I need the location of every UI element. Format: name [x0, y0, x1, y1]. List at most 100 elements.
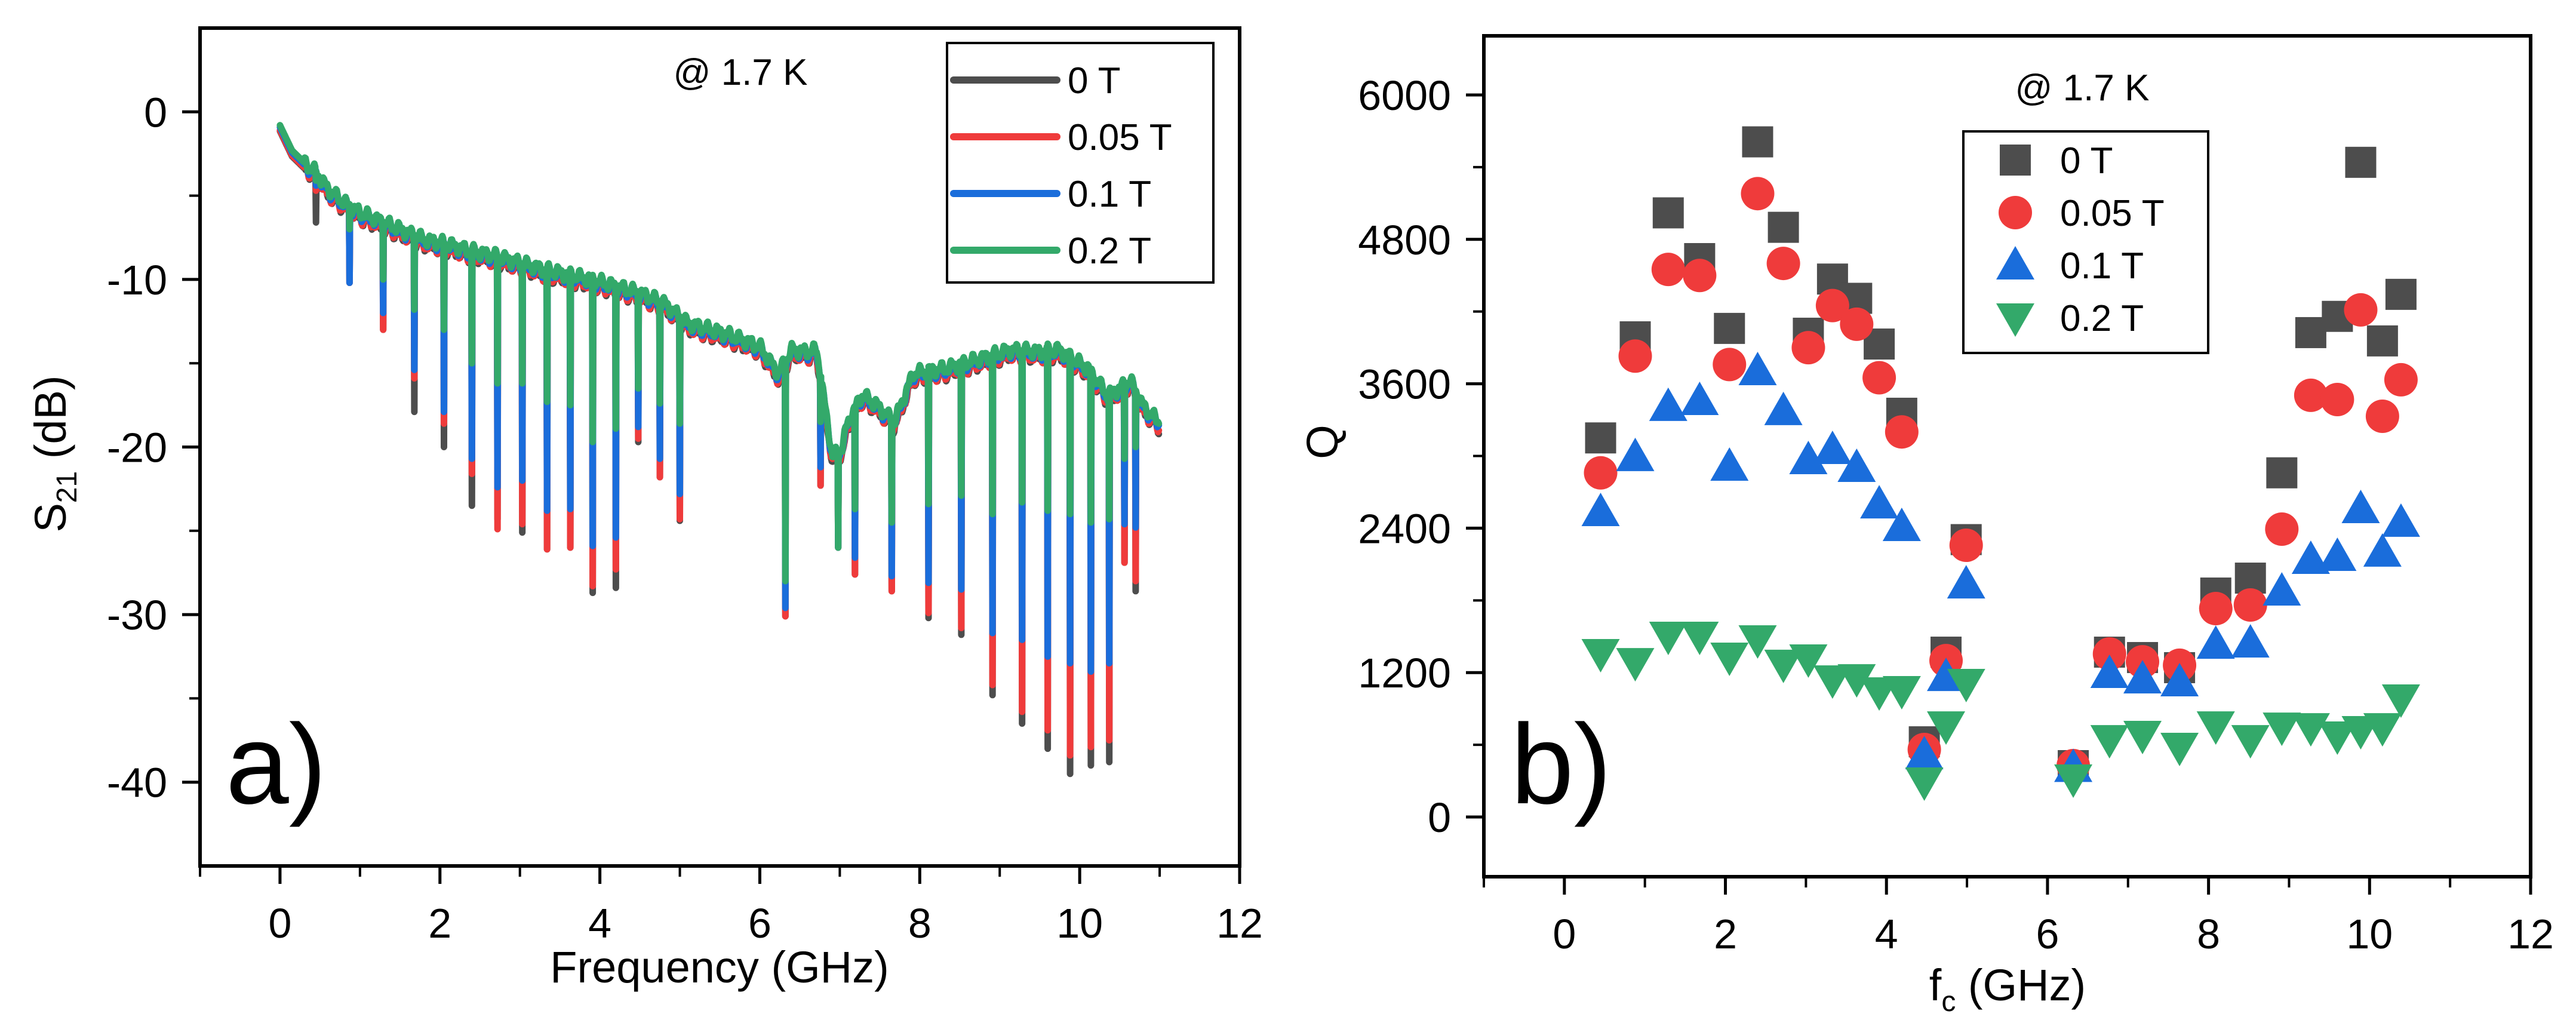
data-point-square: [2366, 325, 2398, 357]
data-point-triangle-up: [2363, 533, 2402, 567]
data-point-circle: [1618, 339, 1652, 373]
x-tick-label: 4: [1875, 911, 1898, 957]
y-tick-label: -20: [107, 425, 167, 471]
x-axis-title-unit: (GHz): [1956, 960, 2086, 1010]
data-point-triangle-down: [2090, 725, 2129, 759]
data-point-triangle-down: [2231, 725, 2270, 759]
y-tick-label: -10: [107, 257, 167, 303]
data-point-triangle-down: [2381, 684, 2420, 718]
y-axis-title: Q: [1298, 425, 1347, 459]
data-point-triangle-up: [1789, 440, 1828, 474]
y-axis-title-unit: (dB): [26, 375, 75, 471]
legend-label: 0.2 T: [2060, 298, 2144, 339]
data-point-circle: [2199, 592, 2233, 626]
legend-marker: [1996, 303, 2034, 337]
data-point-triangle-down: [1764, 649, 1803, 683]
data-point-triangle-down: [1905, 767, 1944, 801]
data-point-square: [1652, 197, 1684, 229]
legend-label: 0 T: [2060, 140, 2113, 182]
data-point-triangle-down: [2123, 721, 2162, 755]
x-tick-label: 0: [1553, 911, 1576, 957]
y-axis-title-subscript: 21: [51, 471, 83, 503]
data-point-triangle-up: [2341, 489, 2380, 523]
y-axis-ticks: 0 1200 2400 3600 4800 6000: [1358, 72, 1484, 841]
x-tick-label: 2: [428, 900, 451, 947]
data-point-triangle-up: [2263, 572, 2301, 606]
data-point-triangle-down: [2363, 713, 2402, 747]
x-tick-label: 12: [1216, 900, 1263, 947]
data-point-square: [2385, 278, 2417, 310]
y-axis-title-main: S: [26, 503, 75, 532]
data-point-triangle-up: [1710, 447, 1749, 481]
data-point-circle: [2384, 363, 2418, 397]
x-axis-title-subscript: c: [1941, 986, 1956, 1018]
data-point-triangle-up: [1813, 431, 1852, 465]
legend-marker: [2000, 145, 2031, 176]
data-point-circle: [1791, 331, 1825, 365]
data-point-circle: [2365, 399, 2399, 433]
data-point-triangle-down: [1837, 664, 1876, 698]
s21-traces: [276, 122, 1163, 778]
x-axis-ticks: 0 2 4 6 8 10 12: [199, 866, 1263, 947]
data-point-triangle-down: [1927, 711, 1966, 745]
data-point-square: [2266, 457, 2298, 489]
panel-b-quality-factor: 0 2 4 6 8 10 12 0 1200 2400 3600 4800 6000 fc (GHz)…: [1298, 34, 2554, 1018]
data-point-triangle-up: [1947, 565, 1985, 599]
x-tick-label: 6: [2036, 911, 2059, 957]
data-point-circle: [2233, 588, 2267, 622]
data-point-circle: [1713, 348, 1747, 382]
data-point-triangle-up: [2381, 503, 2420, 537]
data-point-triangle-down: [1882, 676, 1921, 710]
legend-label: 0.05 T: [2060, 193, 2165, 234]
y-tick-label: 1200: [1358, 650, 1451, 696]
data-point-triangle-down: [2263, 712, 2301, 747]
y-tick-label: 3600: [1358, 361, 1451, 408]
data-point-triangle-up: [2123, 660, 2162, 694]
data-point-triangle-down: [2054, 764, 2093, 798]
data-point-triangle-up: [2231, 624, 2270, 658]
data-point-triangle-up: [1680, 381, 1719, 415]
data-point-triangle-down: [2318, 721, 2357, 755]
data-point-triangle-up: [1882, 507, 1921, 541]
data-point-square: [1767, 211, 1799, 243]
data-point-triangle-up: [1905, 736, 1944, 770]
data-point-triangle-down: [1947, 668, 1985, 702]
data-point-triangle-up: [2318, 537, 2357, 571]
y-tick-label: 0: [144, 89, 167, 136]
x-tick-label: 10: [1056, 900, 1103, 947]
data-point-triangle-up: [1860, 485, 1899, 519]
data-point-circle: [2265, 512, 2299, 546]
panel-label-a: a): [226, 701, 327, 828]
data-point-circle: [1651, 253, 1685, 287]
data-point-triangle-down: [1649, 621, 1687, 655]
data-point-triangle-up: [2160, 662, 2199, 696]
panel-a-s21-spectrum: 0 2 4 6 8 10 12 0-10-20-30-40 Frequency (GHz) …: [26, 26, 1263, 992]
legend-label: 0.1 T: [2060, 245, 2144, 287]
temperature-annotation: @ 1.7 K: [674, 52, 808, 93]
data-point-circle: [1741, 177, 1775, 211]
panel-label-b: b): [1511, 701, 1612, 828]
y-tick-label: -30: [107, 592, 167, 638]
y-axis-title: S21 (dB): [26, 375, 83, 532]
data-point-circle: [1885, 415, 1919, 449]
legend-label: 0.2 T: [1068, 231, 1151, 272]
data-point-triangle-down: [2160, 732, 2199, 766]
data-point-circle: [2320, 382, 2354, 416]
data-point-circle: [2294, 378, 2328, 412]
y-tick-label: 6000: [1358, 72, 1451, 119]
data-point-circle: [1584, 456, 1618, 490]
x-tick-label: 12: [2507, 911, 2554, 957]
trace-0-2-T: [276, 122, 1163, 585]
data-point-triangle-up: [1738, 352, 1777, 386]
y-tick-label: 2400: [1358, 505, 1451, 552]
x-tick-label: 4: [588, 900, 611, 947]
data-point-square: [1742, 126, 1773, 158]
legend-label: 0.1 T: [1068, 174, 1151, 215]
x-axis-title: Frequency (GHz): [550, 942, 889, 992]
y-tick-label: -40: [107, 760, 167, 806]
data-point-triangle-up: [2291, 540, 2330, 575]
y-tick-label: 4800: [1358, 217, 1451, 263]
data-point-square: [1714, 312, 1745, 344]
data-point-circle: [1862, 361, 1896, 395]
